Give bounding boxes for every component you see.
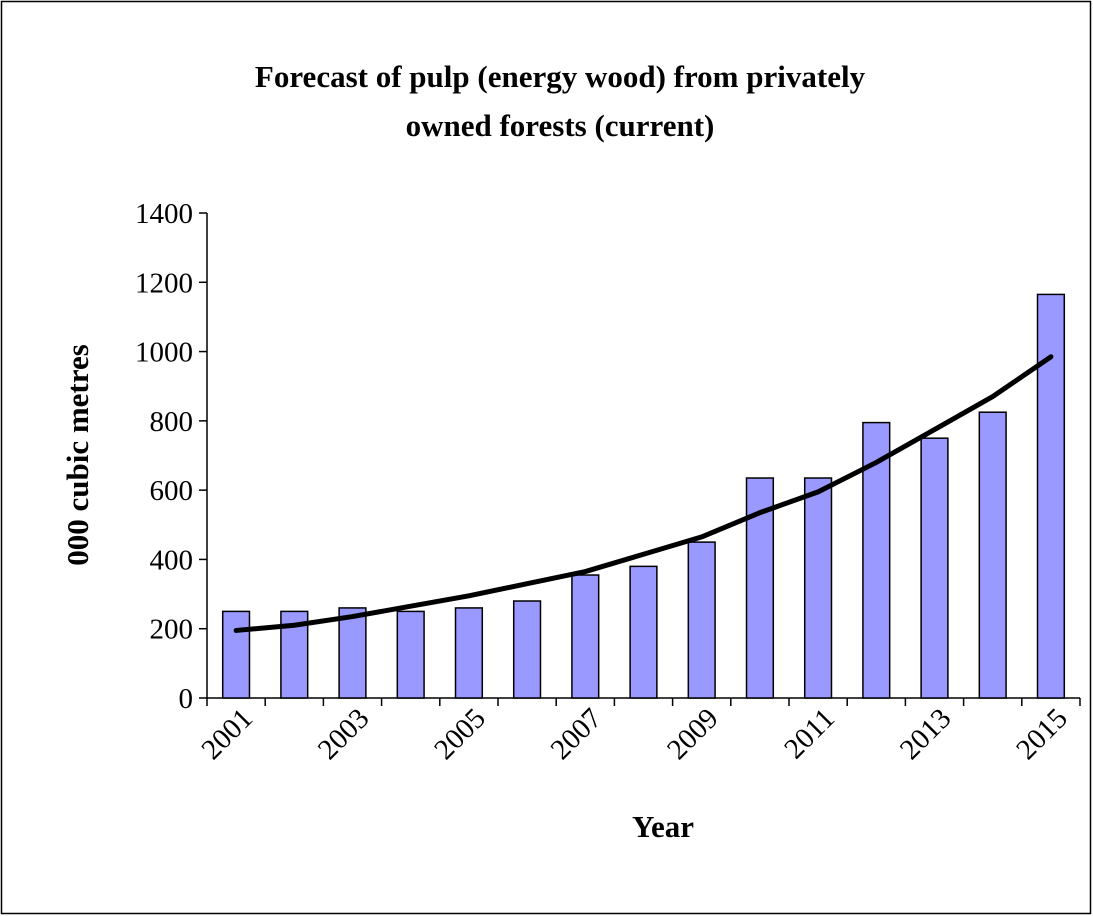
y-tick-label: 600: [150, 475, 194, 507]
y-tick-label: 1400: [135, 198, 193, 230]
bar: [1036, 293, 1066, 699]
y-axis-label: 000 cubic metres: [60, 344, 95, 566]
bar: [687, 541, 716, 699]
bar: [221, 610, 251, 699]
bar: [396, 610, 425, 699]
y-tick-label: 800: [150, 406, 194, 438]
chart-title: owned forests (current): [406, 108, 715, 143]
y-tick-label: 200: [150, 614, 194, 646]
bar: [571, 574, 600, 699]
bar: [454, 607, 484, 699]
chart-title: Forecast of pulp (energy wood) from priv…: [255, 59, 866, 94]
y-tick-label: 400: [150, 544, 194, 576]
y-tick-label: 1200: [135, 267, 193, 299]
y-tick-label: 0: [179, 683, 194, 715]
bar: [338, 607, 367, 699]
bar: [803, 477, 833, 699]
x-axis-label: Year: [632, 809, 694, 844]
bar: [920, 437, 949, 699]
bar: [629, 565, 658, 699]
y-tick-label: 1000: [135, 337, 193, 369]
bar: [512, 600, 542, 699]
trend-line: [233, 354, 1054, 633]
bar: [978, 411, 1007, 699]
